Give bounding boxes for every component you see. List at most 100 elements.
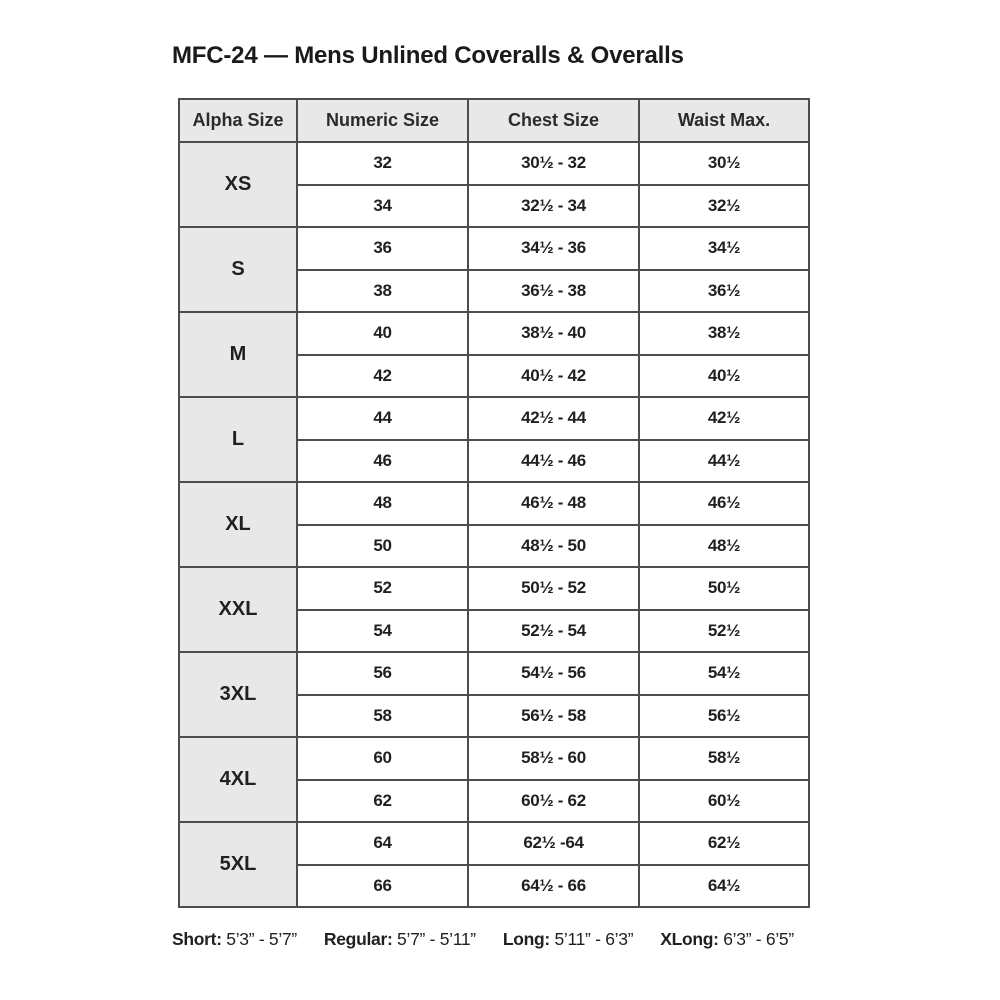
numeric-size-cell: 52 [296,566,469,611]
alpha-size-cell: XL [178,481,298,568]
chest-size-cell: 34½ - 36 [467,226,640,271]
numeric-size-cell: 58 [296,693,469,738]
waist-max-cell: 60½ [638,778,810,823]
table-row: 66 64½ - 66 64½ [179,863,810,908]
table-row: 34 32½ - 34 32½ [179,183,810,228]
legend-item-long: Long: 5’11” - 6’3” [502,929,634,950]
waist-max-cell: 48½ [638,523,810,568]
legend-label: Short: [172,929,222,949]
waist-max-cell: 64½ [638,863,810,908]
table-row: XXL 52 50½ - 52 50½ [178,566,810,653]
waist-max-cell: 58½ [638,736,810,781]
numeric-size-cell: 56 [296,651,469,696]
chest-size-cell: 44½ - 46 [467,438,640,483]
chest-size-cell: 48½ - 50 [467,523,640,568]
table-row: XL 48 46½ - 48 46½ [178,481,810,568]
table-header-row: Alpha Size Numeric Size Chest Size Waist Ma… [178,98,810,143]
table-row: 46 44½ - 46 44½ [179,438,810,483]
size-table-body: XS 32 30½ - 32 30½ 34 32½ - 34 32½ S 36 34½ - 36 3… [178,141,810,908]
numeric-size-cell: 50 [296,523,469,568]
legend-item-regular: Regular: 5’7” - 5’11” [324,929,476,950]
waist-max-cell: 30½ [638,141,810,186]
column-header-alpha-size: Alpha Size [178,98,298,143]
table-row: 4XL 60 58½ - 60 58½ [178,736,810,823]
column-header-waist-max: Waist Max. [638,98,810,143]
legend-value: 5’3” - 5’7” [221,929,297,949]
table-row: M 40 38½ - 40 38½ [178,311,810,398]
legend-item-short: Short: 5’3” - 5’7” [172,929,297,950]
numeric-size-cell: 44 [296,396,469,441]
alpha-size-cell: XS [178,141,298,228]
chest-size-cell: 38½ - 40 [467,311,640,356]
column-header-chest-size: Chest Size [467,98,640,143]
chest-size-cell: 42½ - 44 [467,396,640,441]
table-row: 58 56½ - 58 56½ [179,693,810,738]
waist-max-cell: 38½ [638,311,810,356]
waist-max-cell: 36½ [638,268,810,313]
waist-max-cell: 40½ [638,353,810,398]
waist-max-cell: 62½ [638,821,810,866]
legend-label: Long: [502,929,550,949]
waist-max-cell: 50½ [638,566,810,611]
size-table-header: Alpha Size Numeric Size Chest Size Waist Ma… [178,98,810,143]
numeric-size-cell: 62 [296,778,469,823]
table-row: 62 60½ - 62 60½ [179,778,810,823]
chest-size-cell: 56½ - 58 [467,693,640,738]
chest-size-cell: 62½ -64 [467,821,640,866]
chest-size-cell: 58½ - 60 [467,736,640,781]
chest-size-cell: 36½ - 38 [467,268,640,313]
alpha-size-cell: L [178,396,298,483]
legend-value: 6’3” - 6’5” [718,929,794,949]
numeric-size-cell: 60 [296,736,469,781]
legend-value: 5’7” - 5’11” [392,929,476,949]
numeric-size-cell: 40 [296,311,469,356]
table-row: 42 40½ - 42 40½ [179,353,810,398]
table-row: 38 36½ - 38 36½ [179,268,810,313]
legend-item-xlong: XLong: 6’3” - 6’5” [660,929,794,950]
numeric-size-cell: 64 [296,821,469,866]
alpha-size-cell: 4XL [178,736,298,823]
numeric-size-cell: 54 [296,608,469,653]
page-title: MFC-24 — Mens Unlined Coveralls & Overal… [172,42,684,69]
waist-max-cell: 46½ [638,481,810,526]
chest-size-cell: 54½ - 56 [467,651,640,696]
table-row: 3XL 56 54½ - 56 54½ [178,651,810,738]
column-header-numeric-size: Numeric Size [296,98,469,143]
legend-label: Regular: [323,929,393,949]
numeric-size-cell: 66 [296,863,469,908]
legend-value: 5’11” - 6’3” [549,929,634,949]
table-row: XS 32 30½ - 32 30½ [178,141,810,228]
chest-size-cell: 32½ - 34 [467,183,640,228]
alpha-size-cell: M [178,311,298,398]
numeric-size-cell: 38 [296,268,469,313]
numeric-size-cell: 48 [296,481,469,526]
alpha-size-cell: S [178,226,298,313]
chest-size-cell: 50½ - 52 [467,566,640,611]
chest-size-cell: 64½ - 66 [467,863,640,908]
legend-label: XLong: [660,929,719,949]
table-row: S 36 34½ - 36 34½ [178,226,810,313]
alpha-size-cell: XXL [178,566,298,653]
alpha-size-cell: 5XL [178,821,298,908]
table-row: L 44 42½ - 44 42½ [178,396,810,483]
numeric-size-cell: 34 [296,183,469,228]
table-row: 54 52½ - 54 52½ [179,608,810,653]
size-table: Alpha Size Numeric Size Chest Size Waist Ma… [178,98,810,908]
waist-max-cell: 54½ [638,651,810,696]
numeric-size-cell: 46 [296,438,469,483]
waist-max-cell: 56½ [638,693,810,738]
waist-max-cell: 52½ [638,608,810,653]
alpha-size-cell: 3XL [178,651,298,738]
table-row: 50 48½ - 50 48½ [179,523,810,568]
waist-max-cell: 32½ [638,183,810,228]
numeric-size-cell: 32 [296,141,469,186]
height-range-legend: Short: 5’3” - 5’7” Regular: 5’7” - 5’11” L… [172,929,794,950]
waist-max-cell: 44½ [638,438,810,483]
chest-size-cell: 30½ - 32 [467,141,640,186]
waist-max-cell: 34½ [638,226,810,271]
numeric-size-cell: 42 [296,353,469,398]
chest-size-cell: 60½ - 62 [467,778,640,823]
chest-size-cell: 40½ - 42 [467,353,640,398]
chest-size-cell: 46½ - 48 [467,481,640,526]
